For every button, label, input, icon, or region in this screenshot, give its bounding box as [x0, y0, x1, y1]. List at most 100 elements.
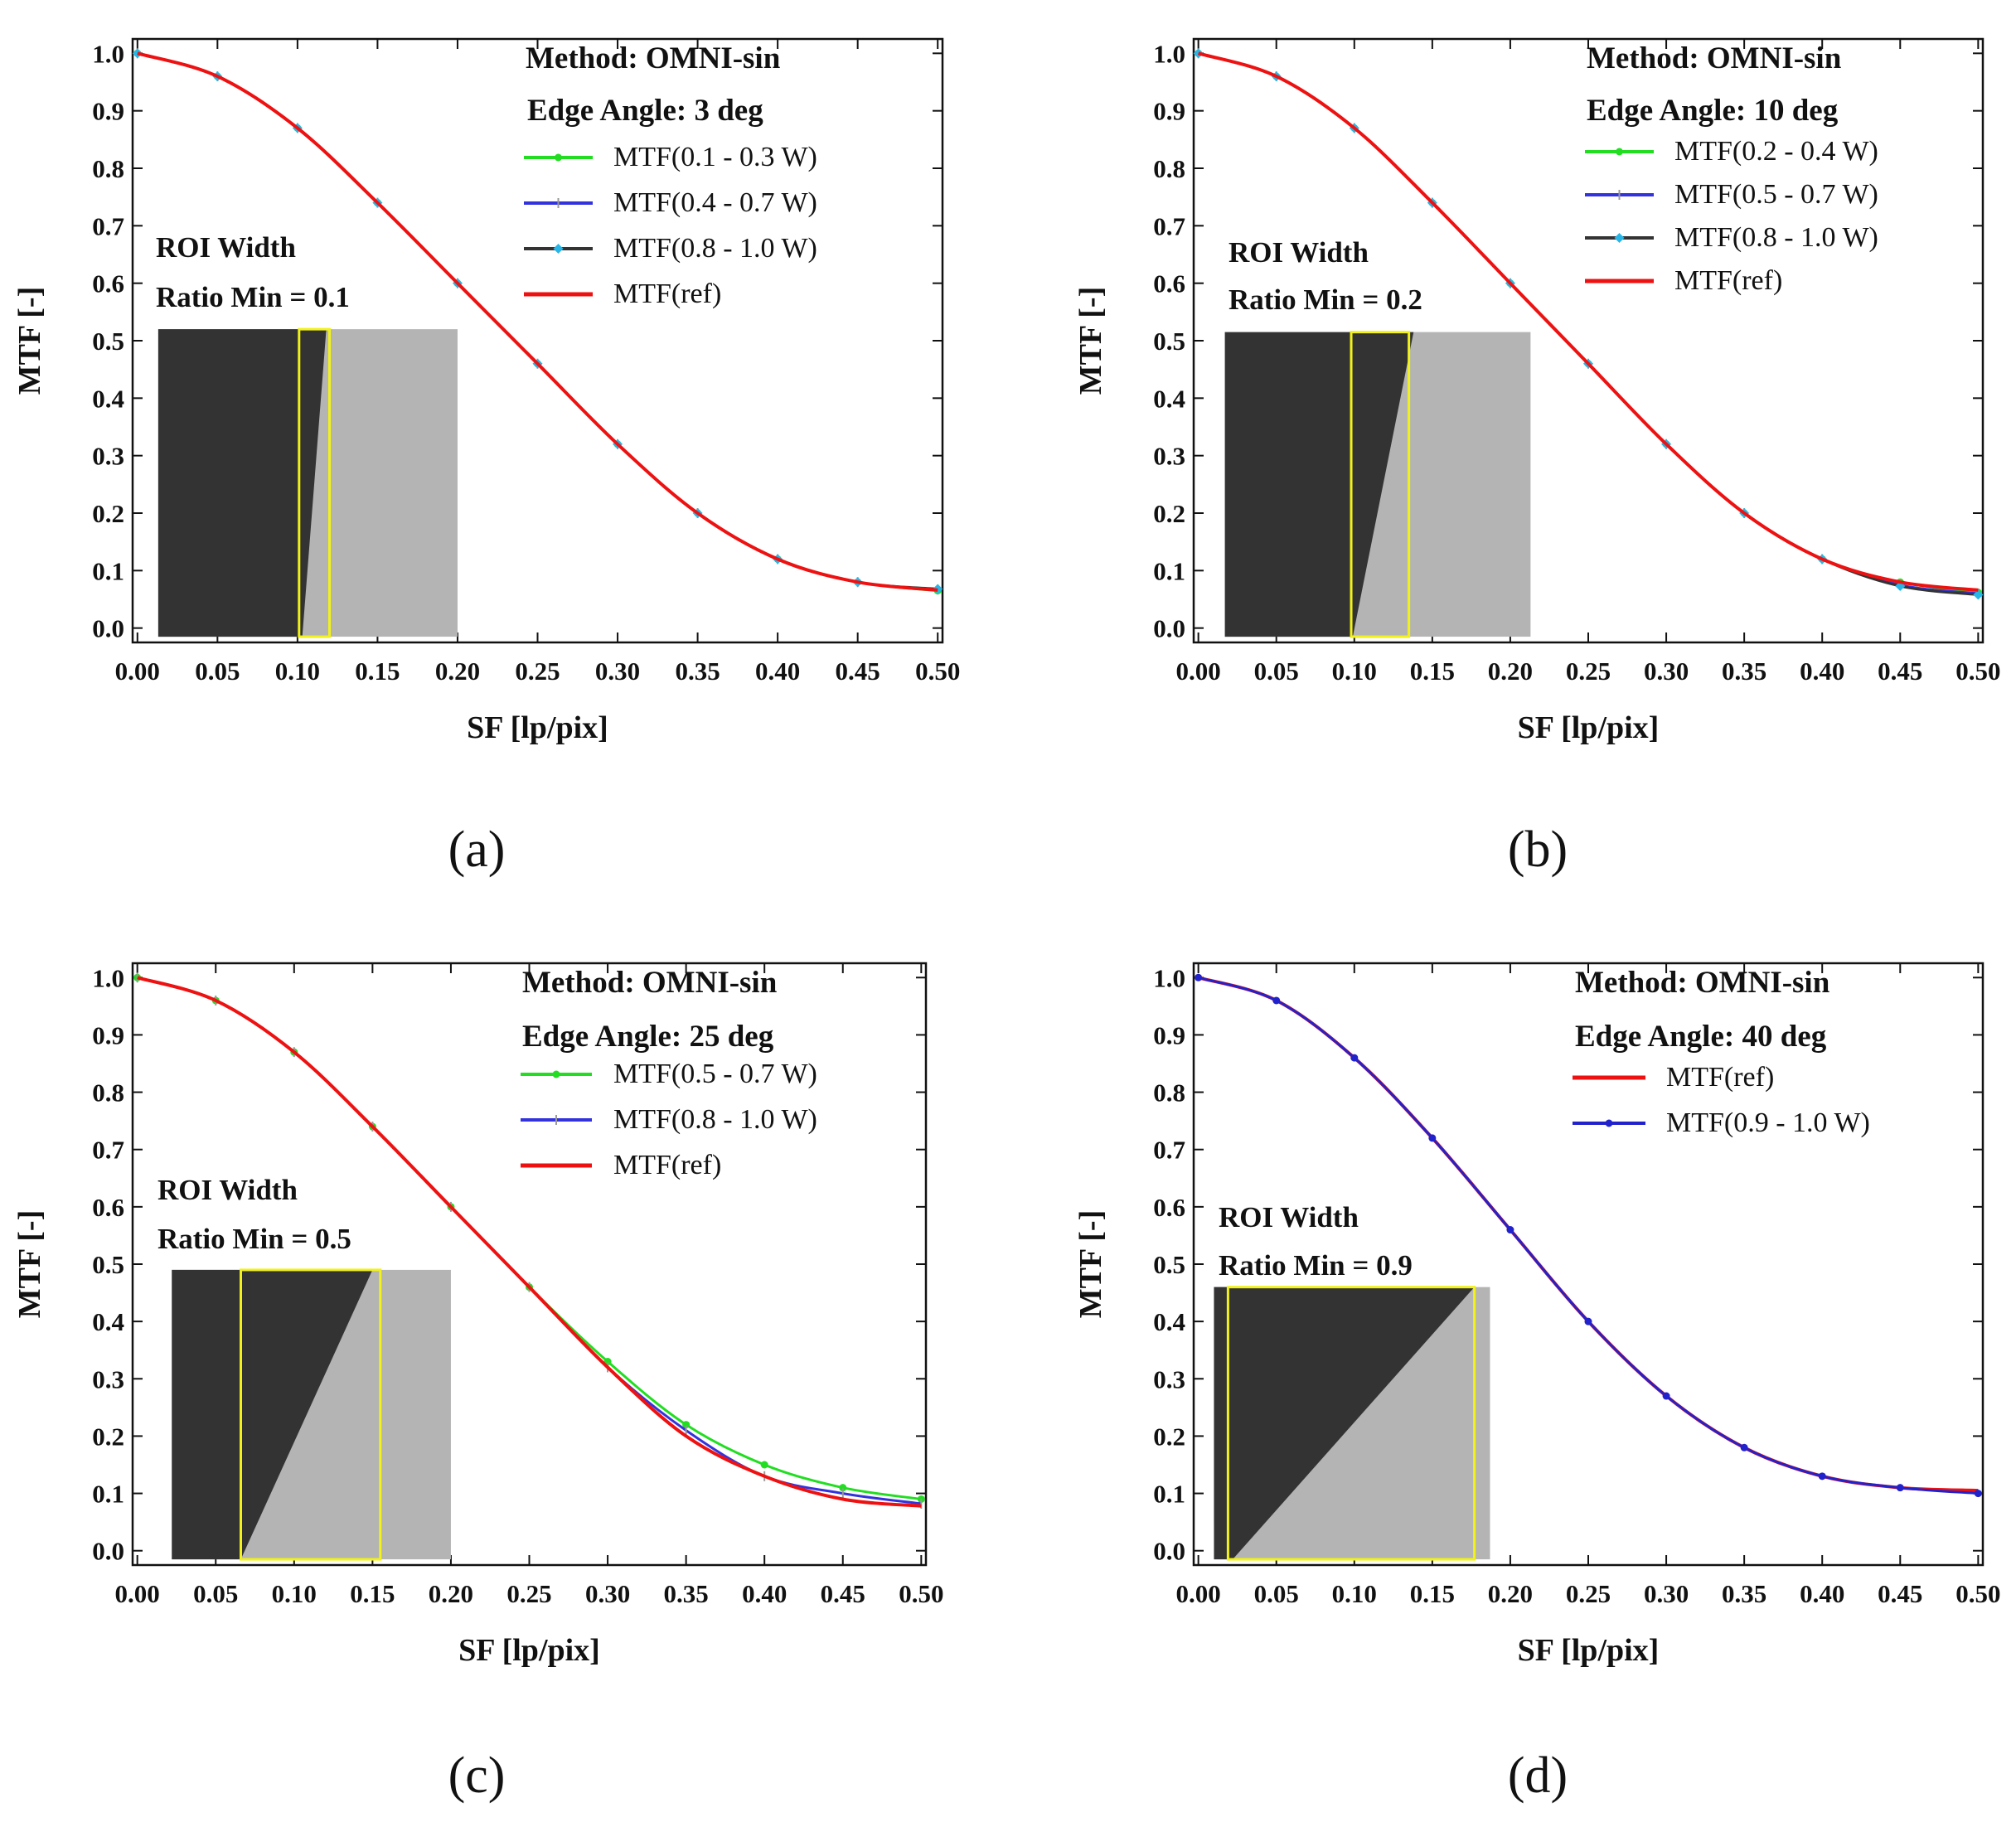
series-point: [1428, 1134, 1437, 1142]
y-axis-title: MTF [-]: [12, 287, 47, 395]
x-tick-label: 0.30: [595, 657, 640, 686]
legend-entry: MTF(0.8 - 1.0 W): [613, 233, 817, 264]
y-tick-label: 0.4: [1153, 1307, 1185, 1336]
x-tick-label: 0.00: [115, 657, 160, 686]
x-tick-label: 0.35: [1722, 657, 1766, 686]
x-tick-label: 0.45: [1878, 657, 1922, 686]
y-tick-label: 0.0: [92, 1537, 124, 1566]
y-tick-label: 1.0: [1153, 963, 1185, 992]
edge-angle-label: Edge Angle: 25 deg: [522, 1020, 774, 1054]
x-tick-label: 0.05: [1254, 657, 1299, 686]
roi-box: [240, 1268, 382, 1561]
method-label: Method: OMNI-sin: [526, 41, 781, 75]
x-tick-label: 0.15: [350, 1579, 395, 1608]
x-axis-title: SF [lp/pix]: [1518, 710, 1660, 745]
x-tick-label: 0.05: [1254, 1579, 1299, 1608]
legend-marker: [1614, 233, 1625, 243]
legend-entry: MTF(0.5 - 0.7 W): [1674, 179, 1878, 210]
roi-box: [1350, 331, 1411, 638]
x-tick-label: 0.50: [899, 1579, 943, 1608]
y-tick-label: 0.0: [1153, 614, 1185, 643]
x-tick-label: 0.40: [1800, 657, 1844, 686]
series-group: [1193, 48, 1984, 600]
y-tick-label: 0.0: [92, 614, 124, 643]
y-tick-label: 0.8: [1153, 154, 1185, 183]
y-tick-label: 0.5: [1153, 327, 1185, 356]
chart-panel-c: 0.00 0.05 0.10 0.15 0.20 0.25 0.30 0.35 0.40 0.45…: [12, 962, 943, 1804]
series-point: [1195, 973, 1203, 981]
edge-angle-label: Edge Angle: 10 deg: [1587, 94, 1839, 128]
legend-marker: [552, 1070, 560, 1078]
series-group: [1195, 973, 1982, 1498]
x-axis-title: SF [lp/pix]: [458, 1633, 600, 1668]
panel-label: (d): [1508, 1747, 1568, 1804]
y-tick-label: 0.2: [92, 499, 124, 528]
x-tick-label: 0.35: [664, 1579, 709, 1608]
legend-entry: MTF(ref): [613, 1150, 721, 1180]
roi-ratio-label: Ratio Min = 0.9: [1219, 1249, 1413, 1282]
panel-label: (b): [1508, 821, 1568, 878]
y-tick-label: 0.2: [1153, 499, 1185, 528]
roi-width-label: ROI Width: [158, 1174, 298, 1206]
x-tick-label: 0.05: [195, 657, 240, 686]
y-tick-label: 0.5: [92, 327, 124, 356]
y-axis-title: MTF [-]: [12, 1210, 47, 1318]
y-tick-label: 0.9: [1153, 97, 1185, 126]
edge-angle-label: Edge Angle: 3 deg: [527, 94, 763, 128]
y-tick-label: 0.3: [1153, 442, 1185, 471]
legend-marker: [1616, 148, 1623, 156]
roi-box: [298, 327, 331, 638]
series-point: [1818, 1472, 1826, 1480]
x-tick-label: 0.25: [1566, 657, 1611, 686]
legend-marker: [553, 244, 564, 254]
panel-label: (a): [448, 821, 506, 878]
x-tick-label: 0.00: [115, 1579, 160, 1608]
x-axis-title: SF [lp/pix]: [1518, 1633, 1660, 1668]
y-tick-label: 0.4: [1153, 384, 1185, 413]
series-point: [1272, 996, 1281, 1005]
inset-dark-region: [158, 329, 327, 637]
series-point: [839, 1484, 847, 1492]
y-axis-title: MTF [-]: [1073, 287, 1108, 395]
x-tick-label: 0.30: [585, 1579, 630, 1608]
y-tick-label: 0.3: [92, 442, 124, 471]
y-tick-label: 0.8: [92, 154, 124, 183]
y-tick-label: 0.9: [92, 1020, 124, 1049]
y-tick-label: 0.4: [92, 1307, 124, 1336]
roi-width-label: ROI Width: [1219, 1201, 1359, 1233]
legend-marker: [555, 153, 562, 162]
series-point: [760, 1461, 768, 1469]
legend-entry: MTF(ref): [1674, 265, 1782, 296]
series-point: [1973, 589, 1984, 600]
series-group: [133, 972, 925, 1510]
series-point: [1896, 1484, 1904, 1492]
legend: MTF(0.5 - 0.7 W) MTF(0.8 - 1.0 W) MTF(ref): [521, 1059, 817, 1180]
x-tick-label: 0.45: [821, 1579, 865, 1608]
method-label: Method: OMNI-sin: [522, 966, 778, 1000]
x-tick-label: 0.40: [1800, 1579, 1844, 1608]
y-tick-label: 0.1: [1153, 1480, 1185, 1509]
series-point: [1974, 1490, 1982, 1498]
y-tick-label: 0.2: [1153, 1422, 1185, 1451]
inset-dark-region: [1214, 1287, 1475, 1560]
y-tick-label: 0.4: [92, 384, 124, 413]
series-point: [1584, 1317, 1592, 1325]
series-point: [1662, 1392, 1670, 1400]
legend-entry: MTF(0.5 - 0.7 W): [613, 1059, 817, 1089]
y-tick-label: 0.7: [1153, 211, 1185, 240]
y-tick-label: 0.3: [92, 1364, 124, 1393]
legend: MTF(ref) MTF(0.9 - 1.0 W): [1573, 1062, 1870, 1138]
y-tick-label: 0.9: [92, 97, 124, 126]
y-tick-label: 0.0: [1153, 1537, 1185, 1566]
x-tick-label: 0.10: [1332, 1579, 1377, 1608]
y-tick-label: 1.0: [92, 963, 124, 992]
x-tick-label: 0.50: [1955, 657, 2000, 686]
y-tick-label: 0.5: [1153, 1250, 1185, 1279]
x-tick-label: 0.15: [1410, 657, 1455, 686]
y-tick-label: 0.9: [1153, 1020, 1185, 1049]
series-line-3: [137, 51, 938, 592]
x-tick-label: 0.20: [435, 657, 480, 686]
roi-box: [1226, 1286, 1476, 1561]
method-label: Method: OMNI-sin: [1575, 966, 1830, 1000]
x-tick-label: 0.25: [506, 1579, 551, 1608]
